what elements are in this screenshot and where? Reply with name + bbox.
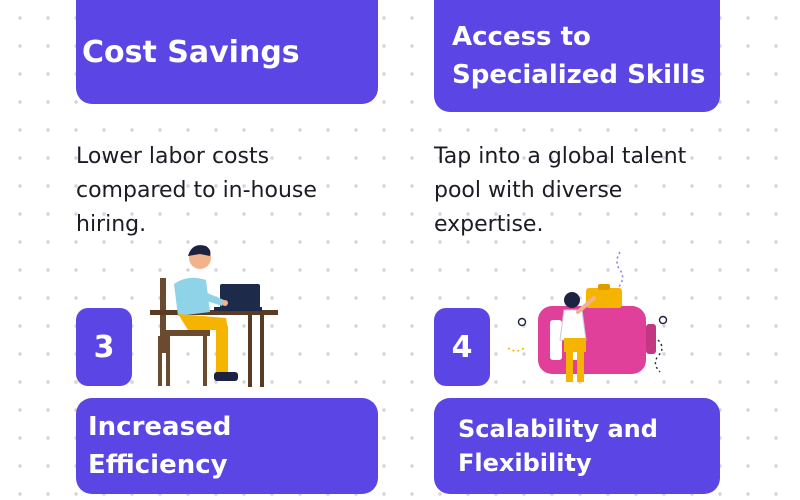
- cost-savings-title: Cost Savings: [82, 34, 300, 70]
- specialized-skills-title: Access to Specialized Skills: [452, 22, 706, 90]
- cost-savings-description: Lower labor costs compared to in-house h…: [76, 144, 317, 237]
- cost-savings-card: Cost Savings: [76, 0, 378, 104]
- step-number-4: 4: [434, 308, 490, 386]
- step-number-3-label: 3: [93, 329, 115, 365]
- specialized-skills-description: Tap into a global talent pool with diver…: [434, 144, 687, 237]
- step-number-3: 3: [76, 308, 132, 386]
- efficiency-title: Increased Efficiency: [88, 412, 232, 480]
- scalability-card: Scalability and Flexibility: [434, 398, 720, 494]
- step-number-4-label: 4: [451, 329, 473, 365]
- scalability-title: Scalability and Flexibility: [458, 415, 658, 477]
- specialized-skills-card: Access to Specialized Skills: [434, 0, 720, 112]
- person-on-battery-illustration: [508, 251, 668, 382]
- person-at-laptop-illustration: [150, 245, 278, 387]
- efficiency-card: Increased Efficiency: [76, 398, 378, 494]
